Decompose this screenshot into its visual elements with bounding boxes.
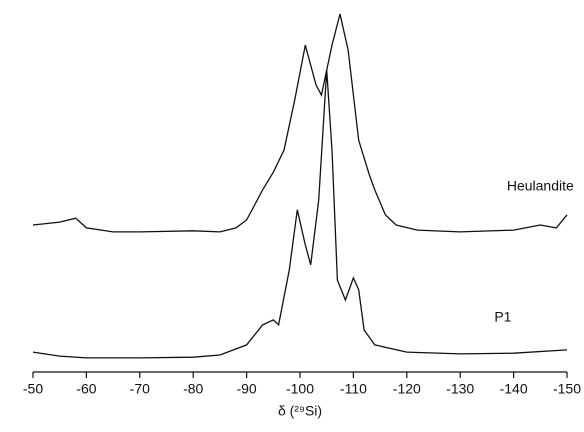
x-tick-label: -80 <box>183 381 203 397</box>
spectrum-line <box>32 70 568 359</box>
x-axis-label: δ (²⁹Si) <box>278 403 322 419</box>
x-tick-label: -120 <box>393 381 421 397</box>
x-tick-label: -60 <box>76 381 96 397</box>
x-tick-label: -130 <box>446 381 474 397</box>
series-label: Heulandite <box>507 178 574 194</box>
x-tick-label: -150 <box>553 381 581 397</box>
series-label: P1 <box>494 309 511 325</box>
x-tick-label: -100 <box>286 381 314 397</box>
x-tick-label: -90 <box>236 381 256 397</box>
x-tick-label: -50 <box>23 381 43 397</box>
x-tick-label: -140 <box>500 381 528 397</box>
spectrum-line <box>32 13 568 233</box>
x-tick-label: -110 <box>340 381 367 397</box>
x-tick-label: -70 <box>130 381 150 397</box>
